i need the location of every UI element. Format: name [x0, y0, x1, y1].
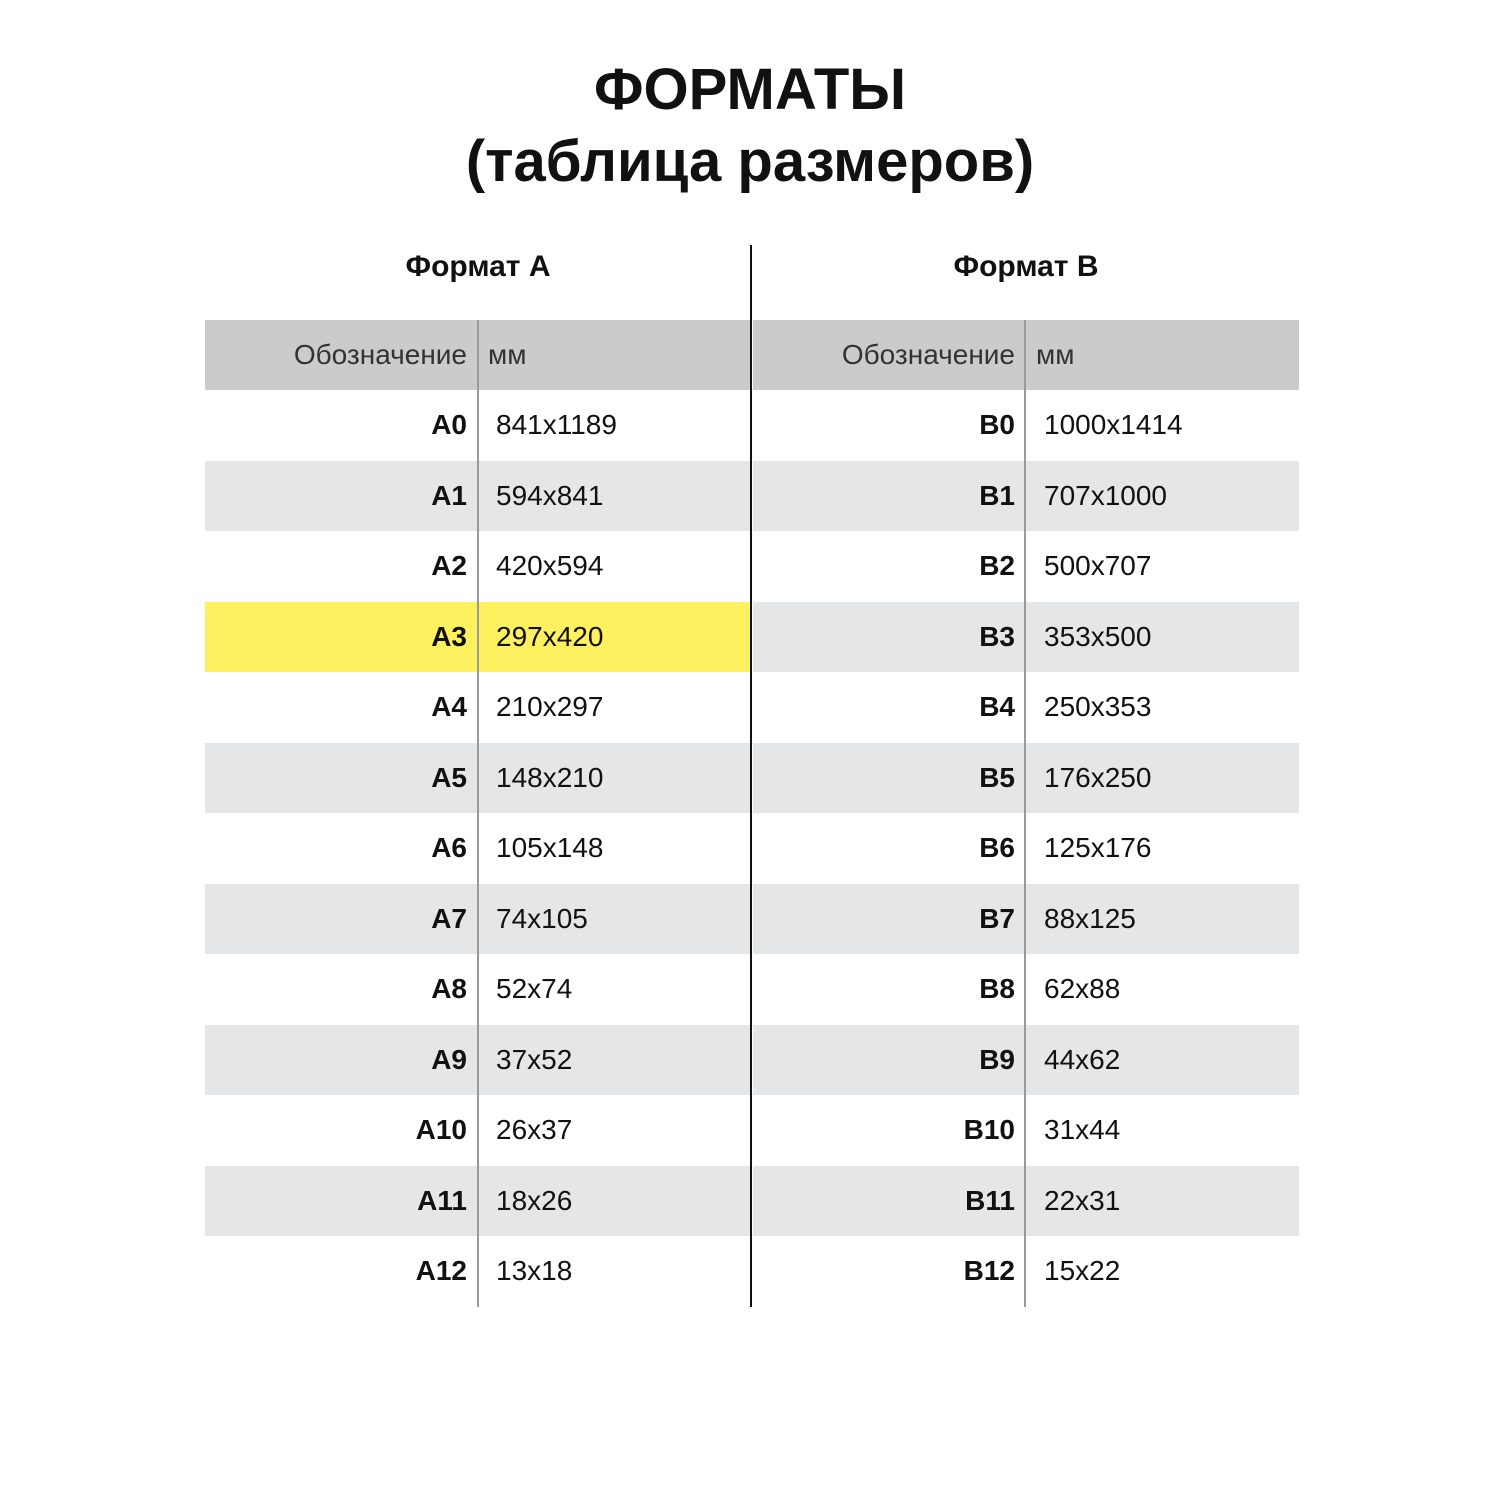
table-row: B7 88x125	[753, 883, 1299, 954]
format-b-table: Обозначение мм B0 1000x1414 B1 707x1000 …	[753, 320, 1299, 1307]
header-code: Обозначение	[293, 339, 467, 370]
format-size: 841x1189	[496, 409, 617, 440]
format-code: B12	[963, 1255, 1015, 1286]
center-divider	[750, 245, 752, 1307]
header-mm: мм	[488, 339, 527, 370]
format-code: A11	[417, 1184, 467, 1216]
format-code: B5	[979, 761, 1015, 793]
format-size: 74x105	[496, 902, 588, 934]
format-code: B9	[979, 1043, 1015, 1075]
page-subtitle: (таблица размеров)	[465, 129, 1035, 194]
page-title: ФОРМАТЫ	[593, 57, 907, 122]
table-row: B9 44x62	[753, 1024, 1299, 1095]
format-size: 125x176	[1044, 832, 1152, 863]
format-size: 105x148	[496, 832, 604, 863]
format-size: 148x210	[496, 761, 604, 793]
format-size: 18x26	[496, 1184, 573, 1216]
format-size: 210x297	[496, 691, 604, 722]
format-code: B8	[979, 973, 1015, 1004]
format-code: A1	[431, 479, 467, 511]
table-row: B11 22x31	[753, 1165, 1299, 1236]
format-size: 26x37	[496, 1114, 573, 1145]
table-row: B0 1000x1414	[753, 390, 1299, 461]
format-code: A4	[431, 691, 467, 722]
format-code: A5	[431, 761, 467, 793]
format-code: B11	[965, 1184, 1015, 1216]
table-row: B12 15x22	[753, 1236, 1299, 1307]
format-size: 176x250	[1044, 761, 1152, 793]
table-row: B3 353x500	[753, 601, 1299, 672]
format-size: 250x353	[1044, 691, 1152, 722]
format-size: 22x31	[1044, 1184, 1121, 1216]
format-size: 500x707	[1044, 550, 1152, 581]
format-a-heading: Формат А	[405, 250, 551, 283]
format-size: 52x74	[496, 973, 573, 1004]
format-code: B4	[979, 691, 1015, 722]
format-size: 594x841	[496, 479, 604, 511]
format-code: B1	[979, 479, 1015, 511]
format-code: B10	[963, 1114, 1015, 1145]
format-code: B6	[979, 832, 1015, 863]
table-row: A2 420x594	[205, 531, 751, 602]
format-code: A2	[431, 550, 467, 581]
header-code: Обозначение	[841, 339, 1015, 370]
format-code: A12	[415, 1255, 467, 1286]
format-size: 15x22	[1044, 1255, 1121, 1286]
table-row: B5 176x250	[753, 742, 1299, 813]
format-size: 88x125	[1044, 902, 1136, 934]
table-row: A12 13x18	[205, 1236, 751, 1307]
format-code: B0	[979, 409, 1015, 440]
format-code: A6	[431, 832, 467, 863]
format-size: 707x1000	[1044, 479, 1168, 511]
format-size: 44x62	[1044, 1043, 1121, 1075]
table-row: A10 26x37	[205, 1095, 751, 1166]
table-row: B8 62x88	[753, 954, 1299, 1025]
format-size: 31x44	[1044, 1114, 1121, 1145]
format-code: B3	[979, 620, 1015, 652]
format-size: 13x18	[496, 1255, 573, 1286]
table-header-row: Обозначение мм	[753, 320, 1299, 390]
table-row: B10 31x44	[753, 1095, 1299, 1166]
format-size: 62x88	[1044, 973, 1121, 1004]
column-divider	[1024, 320, 1026, 1307]
table-row: A4 210x297	[205, 672, 751, 743]
table-row: B1 707x1000	[753, 460, 1299, 531]
format-code: A9	[431, 1043, 467, 1075]
format-size: 1000x1414	[1044, 409, 1183, 440]
format-size: 353x500	[1044, 620, 1152, 652]
table-row: B6 125x176	[753, 813, 1299, 884]
table-row: B4 250x353	[753, 672, 1299, 743]
format-code: A0	[431, 409, 467, 440]
format-size: 37x52	[496, 1043, 573, 1075]
table-row: A6 105x148	[205, 813, 751, 884]
table-row: A8 52x74	[205, 954, 751, 1025]
format-code: A8	[431, 973, 467, 1004]
format-b-heading: Формат В	[953, 250, 1099, 283]
table-row: A0 841x1189	[205, 390, 751, 461]
column-divider	[477, 320, 479, 1307]
format-code: A10	[415, 1114, 467, 1145]
format-code: A7	[431, 902, 467, 934]
format-code: B7	[979, 902, 1015, 934]
format-code: B2	[979, 550, 1015, 581]
format-code: A3	[431, 620, 467, 652]
header-mm: мм	[1036, 339, 1075, 370]
format-size: 420x594	[496, 550, 604, 581]
format-size: 297x420	[496, 620, 604, 652]
table-row: B2 500x707	[753, 531, 1299, 602]
